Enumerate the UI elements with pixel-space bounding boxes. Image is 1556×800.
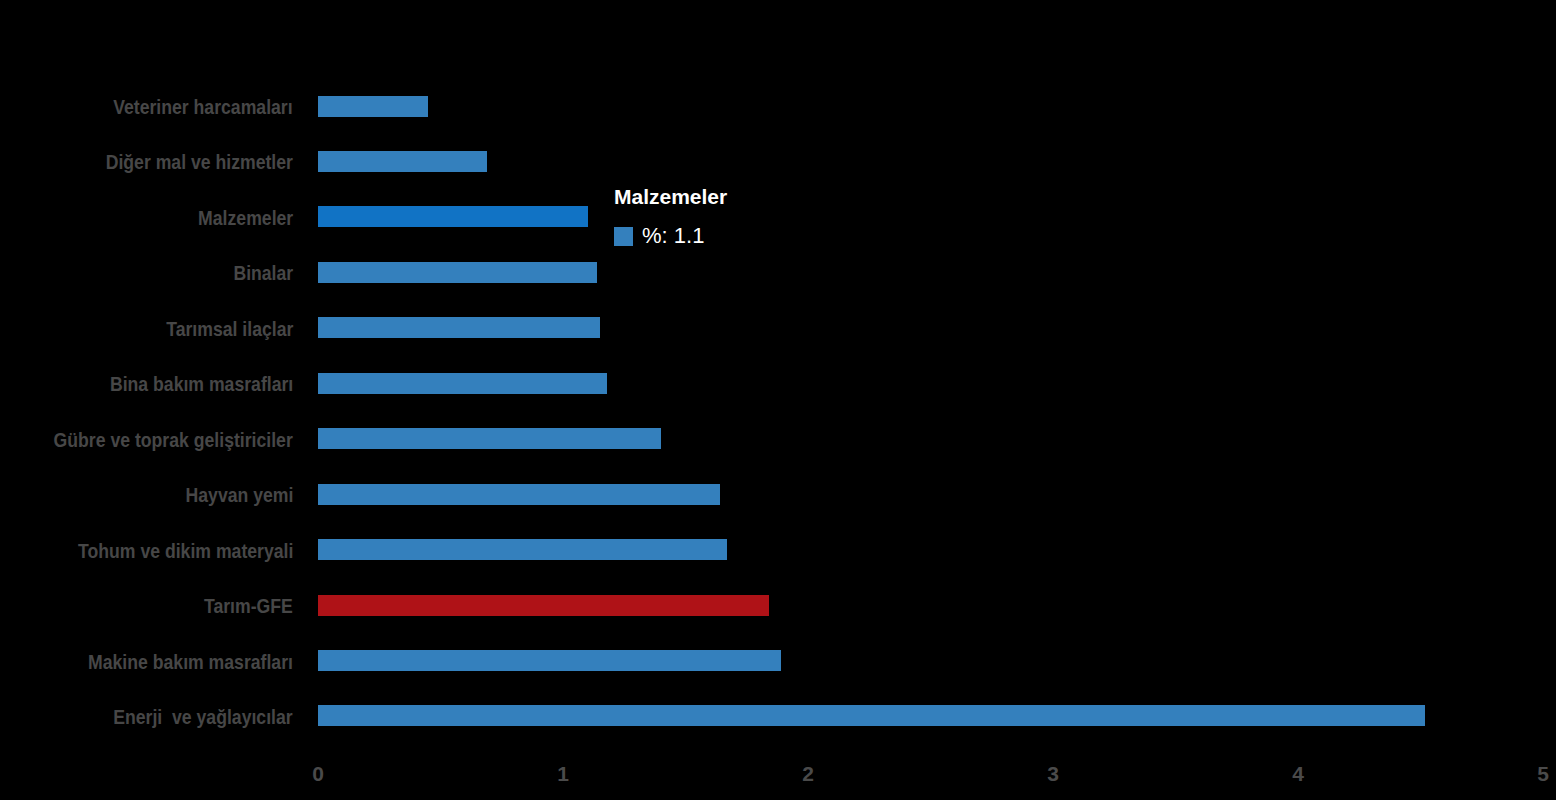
bar[interactable] xyxy=(318,373,607,394)
tooltip-legend-swatch xyxy=(614,227,633,246)
x-axis-tick-label: 3 xyxy=(1047,763,1059,784)
category-label: Enerji ve yağlayıcılar xyxy=(114,705,293,726)
bar-chart: Veteriner harcamaları Diğer mal ve hizmet… xyxy=(0,0,1556,800)
tooltip-value-line: %: 1.1 xyxy=(614,225,727,247)
x-axis-tick-label: 4 xyxy=(1292,763,1304,784)
x-axis-tick-label: 5 xyxy=(1537,763,1549,784)
category-label: Tohum ve dikim materyali xyxy=(78,539,293,560)
tooltip: Malzemeler %: 1.1 xyxy=(614,186,727,247)
category-label: Makine bakım masrafları xyxy=(88,650,293,671)
bar[interactable] xyxy=(318,595,769,616)
category-label: Tarım-GFE xyxy=(204,595,293,616)
bar[interactable] xyxy=(318,262,597,283)
bar[interactable] xyxy=(318,484,720,505)
category-label: Bina bakım masrafları xyxy=(110,373,293,394)
category-label: Hayvan yemi xyxy=(185,484,293,505)
bar[interactable] xyxy=(318,151,487,172)
tooltip-value: %: 1.1 xyxy=(642,225,704,247)
bar[interactable] xyxy=(318,539,727,560)
bar[interactable] xyxy=(318,96,428,117)
bar[interactable] xyxy=(318,650,781,671)
bar[interactable] xyxy=(318,428,661,449)
tooltip-title: Malzemeler xyxy=(614,186,727,208)
category-label: Malzemeler xyxy=(198,206,293,227)
bar[interactable] xyxy=(318,705,1425,726)
x-axis-tick-label: 2 xyxy=(802,763,814,784)
x-axis-tick-label: 1 xyxy=(557,763,569,784)
x-axis-tick-label: 0 xyxy=(312,763,324,784)
category-label: Diğer mal ve hizmetler xyxy=(106,151,293,172)
bar[interactable] xyxy=(318,206,588,227)
category-label: Binalar xyxy=(233,262,293,283)
category-label: Veteriner harcamaları xyxy=(114,96,293,117)
category-label: Tarımsal ilaçlar xyxy=(166,317,293,338)
category-label: Gübre ve toprak geliştiriciler xyxy=(54,428,293,449)
bar[interactable] xyxy=(318,317,600,338)
